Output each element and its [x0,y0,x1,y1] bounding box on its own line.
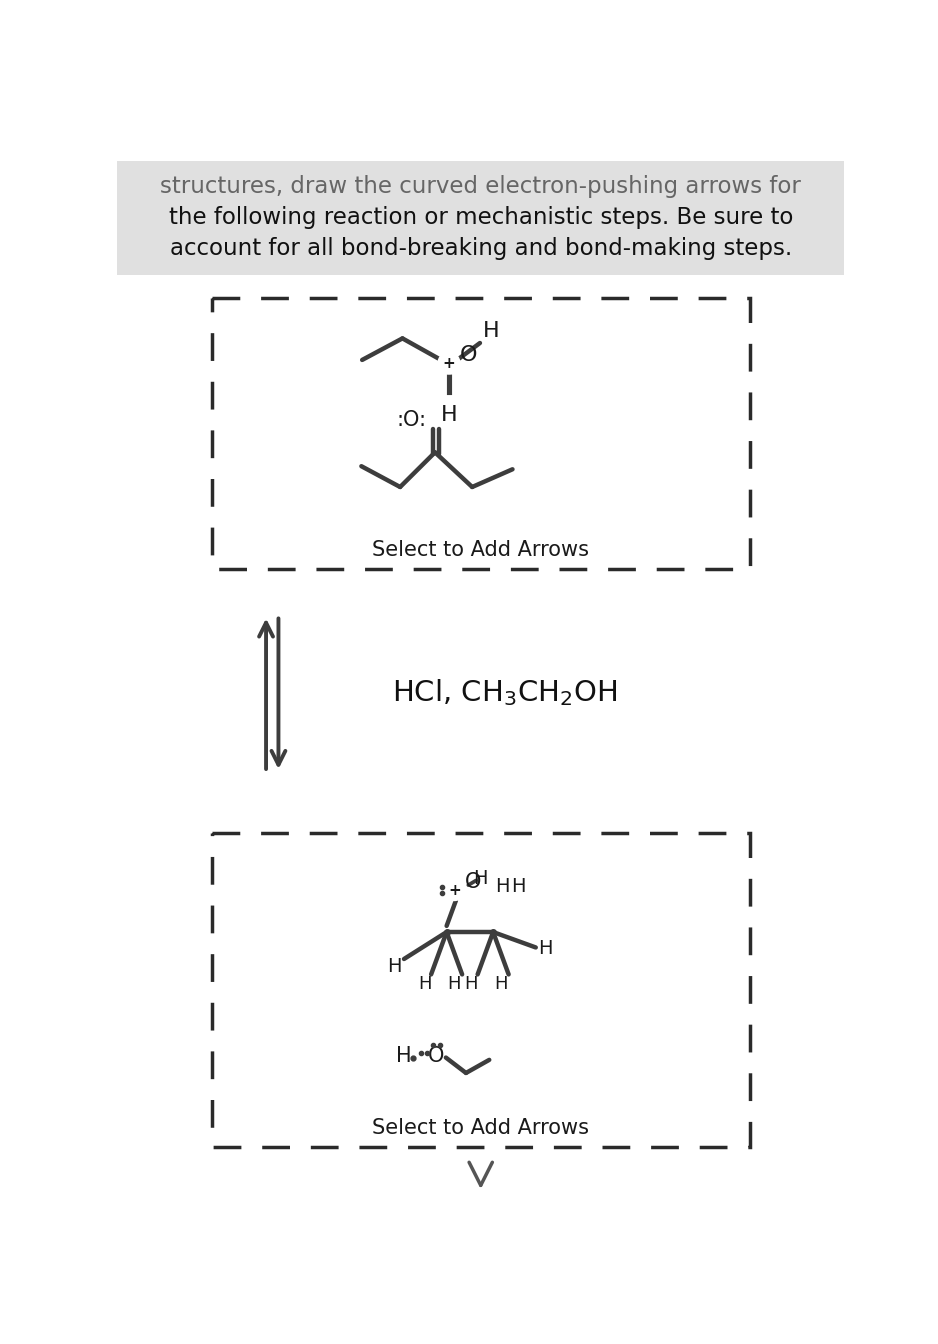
Text: +: + [443,356,455,371]
Text: H: H [495,878,509,896]
Text: Select to Add Arrows: Select to Add Arrows [372,1118,589,1137]
Text: the following reaction or mechanistic steps. Be sure to: the following reaction or mechanistic st… [169,206,793,228]
Text: H: H [510,878,525,896]
Text: HCl, CH$_3$CH$_2$OH: HCl, CH$_3$CH$_2$OH [392,677,617,708]
Text: O: O [460,345,477,366]
Text: Select to Add Arrows: Select to Add Arrows [372,540,589,560]
Text: structures, draw the curved electron-pushing arrows for: structures, draw the curved electron-pus… [160,175,801,198]
Text: H: H [441,406,457,426]
Text: account for all bond-breaking and bond-making steps.: account for all bond-breaking and bond-m… [170,237,792,259]
Text: H: H [464,976,478,993]
Text: H: H [474,870,488,888]
Text: O: O [429,1046,445,1066]
Text: :O:: :O: [397,410,427,430]
Bar [212,833,749,1146]
Text: H: H [447,976,461,993]
FancyBboxPatch shape [117,161,844,276]
Bar [212,298,749,570]
Circle shape [438,352,460,374]
Text: H: H [396,1046,412,1066]
Circle shape [444,879,465,900]
Text: H: H [494,976,507,993]
Text: H: H [386,957,401,976]
Text: +: + [448,883,461,898]
Text: H: H [418,976,431,993]
Text: H: H [538,939,553,958]
Text: H: H [482,321,499,340]
Text: O: O [465,872,481,892]
